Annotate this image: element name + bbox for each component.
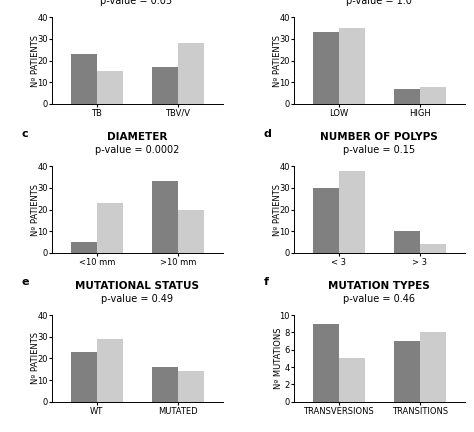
Y-axis label: Nº PATIENTS: Nº PATIENTS (31, 35, 40, 86)
Bar (178, 43, 204, 104)
Bar (339, 171, 365, 253)
Text: p-value = 0.0002: p-value = 0.0002 (95, 145, 180, 155)
Text: p-value = 1.0: p-value = 1.0 (346, 0, 412, 6)
Bar (97, 339, 123, 402)
Y-axis label: Nº PATIENTS: Nº PATIENTS (31, 333, 40, 384)
Text: e: e (21, 277, 29, 287)
Bar (339, 359, 365, 402)
Bar (313, 324, 339, 402)
Text: p-value = 0.05': p-value = 0.05' (100, 0, 174, 6)
Text: NUMBER OF POLYPS: NUMBER OF POLYPS (320, 132, 438, 142)
Text: d: d (264, 128, 271, 139)
Bar (394, 341, 420, 402)
Bar (97, 71, 123, 104)
Bar (394, 89, 420, 104)
Bar (97, 203, 123, 253)
Bar (152, 181, 178, 253)
Bar (71, 54, 97, 104)
Y-axis label: Nº PATIENTS: Nº PATIENTS (273, 184, 283, 235)
Bar (71, 242, 97, 253)
Bar (178, 210, 204, 253)
Bar (339, 28, 365, 104)
Text: p-value = 0.15: p-value = 0.15 (343, 145, 415, 155)
Bar (420, 333, 446, 402)
Text: p-value = 0.49: p-value = 0.49 (101, 294, 173, 304)
Bar (313, 188, 339, 253)
Y-axis label: Nº MUTATIONS: Nº MUTATIONS (273, 328, 283, 389)
Bar (71, 352, 97, 402)
Text: DIAMETER: DIAMETER (107, 132, 167, 142)
Bar (420, 244, 446, 253)
Bar (313, 32, 339, 104)
Text: p-value = 0.46: p-value = 0.46 (343, 294, 415, 304)
Text: f: f (264, 277, 268, 287)
Bar (394, 231, 420, 253)
Bar (178, 372, 204, 402)
Bar (152, 67, 178, 104)
Bar (420, 86, 446, 104)
Text: c: c (21, 128, 28, 139)
Bar (152, 367, 178, 402)
Y-axis label: Nº PATIENTS: Nº PATIENTS (273, 35, 283, 86)
Y-axis label: Nº PATIENTS: Nº PATIENTS (31, 184, 40, 235)
Text: MUTATIONAL STATUS: MUTATIONAL STATUS (75, 281, 200, 291)
Text: MUTATION TYPES: MUTATION TYPES (328, 281, 430, 291)
